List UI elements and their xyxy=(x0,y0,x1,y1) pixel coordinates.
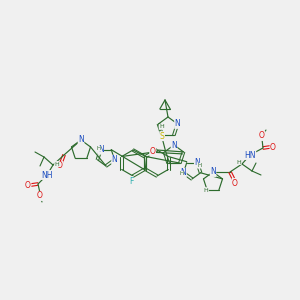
Text: H: H xyxy=(179,171,184,176)
Text: N: N xyxy=(210,167,216,176)
Text: N: N xyxy=(194,158,200,167)
Text: O: O xyxy=(232,178,238,188)
Text: HN: HN xyxy=(244,151,256,160)
Text: NH: NH xyxy=(41,170,53,179)
Text: O: O xyxy=(25,181,31,190)
Text: O: O xyxy=(150,147,156,156)
Text: N: N xyxy=(98,145,103,154)
Text: O: O xyxy=(37,191,43,200)
Text: O: O xyxy=(57,161,63,170)
Text: N: N xyxy=(112,155,117,164)
Text: H: H xyxy=(197,163,201,168)
Text: H: H xyxy=(237,160,242,164)
Text: H: H xyxy=(204,188,208,193)
Text: N: N xyxy=(171,140,177,149)
Text: H: H xyxy=(97,146,101,151)
Text: S: S xyxy=(160,132,164,141)
Text: N: N xyxy=(78,136,84,145)
Text: N: N xyxy=(181,168,186,177)
Text: N: N xyxy=(175,119,180,128)
Text: F: F xyxy=(129,176,133,185)
Text: H: H xyxy=(159,124,164,129)
Text: O: O xyxy=(259,131,265,140)
Text: O: O xyxy=(270,142,276,152)
Text: H: H xyxy=(55,161,59,166)
